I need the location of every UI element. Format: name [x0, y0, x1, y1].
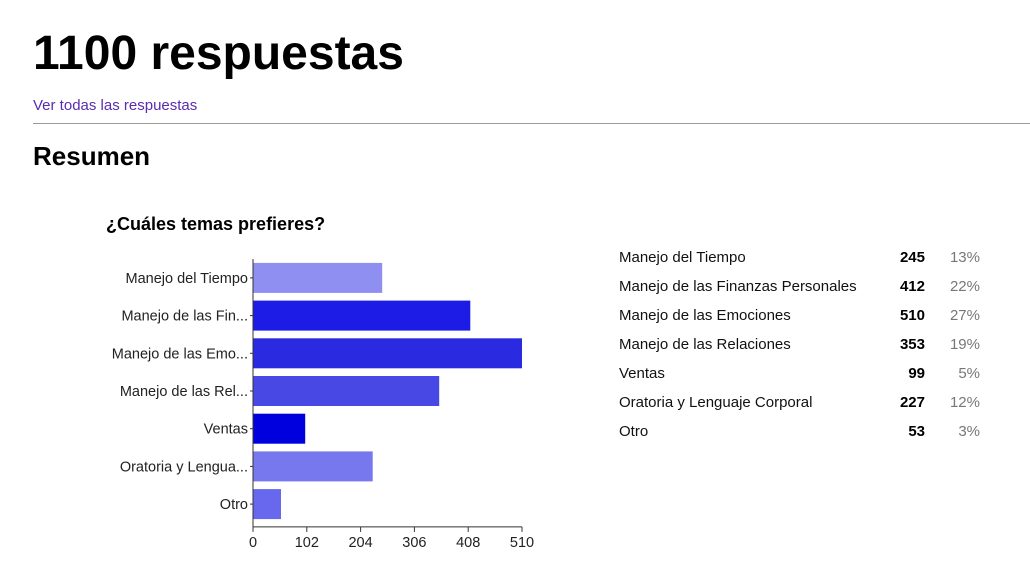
x-tick-label: 408 [456, 535, 480, 551]
summary-row: Manejo del Tiempo 245 13% [612, 243, 980, 272]
summary-row-count: 353 [899, 336, 925, 353]
summary-row-count: 99 [908, 365, 925, 382]
summary-row-label: Manejo de las Emociones [619, 307, 791, 324]
summary-row-count: 412 [899, 278, 925, 295]
category-label: Manejo de las Fin... [121, 309, 248, 325]
axes [250, 259, 523, 532]
bar [253, 413, 306, 444]
summary-row: Manejo de las Emociones 510 27% [612, 301, 980, 330]
summary-row-percent: 5% [958, 365, 980, 382]
summary-row-count: 53 [908, 423, 925, 440]
x-tick-label: 510 [510, 535, 534, 551]
bar [253, 451, 373, 482]
summary-row-label: Manejo del Tiempo [619, 249, 746, 266]
summary-row-label: Otro [619, 423, 649, 440]
category-label: Oratoria y Lengua... [120, 459, 248, 475]
bar [253, 262, 383, 293]
x-tick-label: 204 [348, 535, 372, 551]
category-label: Ventas [204, 422, 248, 438]
bar [253, 489, 281, 520]
question-title: ¿Cuáles temas prefieres? [106, 214, 326, 234]
bars [253, 262, 522, 520]
category-label: Manejo de las Rel... [120, 384, 248, 400]
summary-row-count: 245 [899, 249, 925, 266]
view-all-responses-link[interactable]: Ver todas las respuestas [33, 97, 198, 114]
category-labels: Manejo del Tiempo Manejo de las Fin... Man… [112, 271, 248, 513]
bar [253, 338, 522, 369]
summary-title: Resumen [33, 141, 151, 171]
x-tick-label: 102 [295, 535, 319, 551]
category-label: Manejo de las Emo... [112, 346, 248, 362]
x-tick-label: 306 [402, 535, 426, 551]
summary-row-count: 510 [899, 307, 925, 324]
summary-row: Ventas 99 5% [612, 359, 980, 388]
bar-chart: Manejo del Tiempo Manejo de las Fin... Man… [112, 259, 534, 551]
summary-row-label: Manejo de las Finanzas Personales [619, 278, 857, 295]
response-count-title: 1100 respuestas [33, 27, 404, 80]
summary-row: Otro 53 3% [612, 417, 980, 446]
summary-row-percent: 19% [949, 336, 980, 353]
bar [253, 300, 471, 331]
summary-row-label: Manejo de las Relaciones [619, 336, 791, 353]
summary-table: Manejo del Tiempo 245 13% Manejo de las Fin… [612, 243, 980, 446]
summary-row-percent: 12% [949, 394, 980, 411]
summary-row-percent: 13% [949, 249, 980, 266]
bar [253, 376, 440, 406]
summary-row-label: Oratoria y Lenguaje Corporal [619, 394, 813, 411]
x-tick-labels: 0 102 204 306 408 510 [249, 535, 534, 551]
summary-row-label: Ventas [619, 365, 665, 382]
summary-row: Oratoria y Lenguaje Corporal 227 12% [612, 388, 980, 417]
summary-row: Manejo de las Finanzas Personales 412 22% [612, 272, 980, 301]
summary-row-percent: 22% [949, 278, 980, 295]
summary-row-count: 227 [899, 394, 925, 411]
summary-row-percent: 27% [949, 307, 980, 324]
category-label: Otro [220, 497, 248, 513]
category-label: Manejo del Tiempo [125, 271, 248, 287]
summary-row: Manejo de las Relaciones 353 19% [612, 330, 980, 359]
divider [33, 123, 1030, 124]
x-tick-label: 0 [249, 535, 257, 551]
summary-row-percent: 3% [958, 423, 980, 440]
